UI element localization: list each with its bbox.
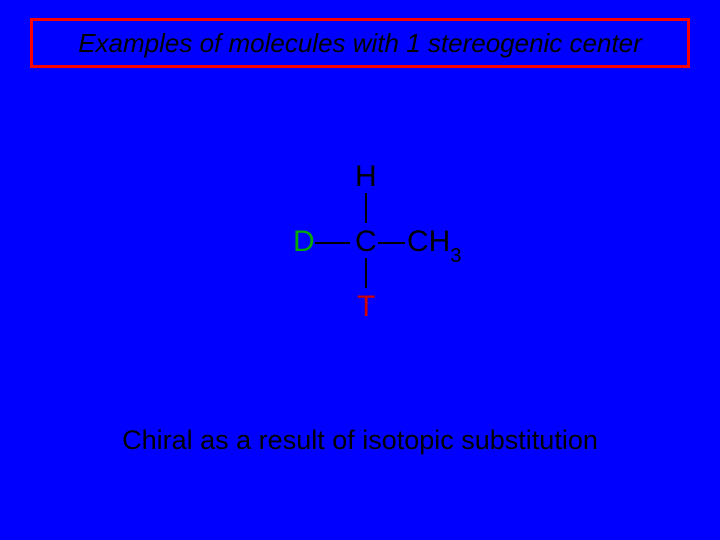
atom-label: CH [407, 225, 450, 258]
atom-methyl: CH3 [407, 225, 461, 264]
atom-hydrogen: H [355, 160, 377, 194]
atom-label: T [357, 290, 375, 323]
atom-tritium: T [357, 290, 375, 324]
atom-carbon-center: C [355, 225, 377, 259]
atom-label: C [355, 225, 377, 258]
title-box: Examples of molecules with 1 stereogenic… [30, 18, 690, 68]
bond-bottom [365, 258, 367, 288]
title-text: Examples of molecules with 1 stereogenic… [78, 28, 642, 59]
bond-top [365, 193, 367, 223]
bond-right [378, 242, 405, 244]
atom-subscript: 3 [450, 245, 461, 267]
molecule-diagram: H D C CH3 T [0, 160, 720, 360]
caption-text: Chiral as a result of isotopic substitut… [0, 425, 720, 456]
bond-left [315, 242, 350, 244]
atom-label: D [293, 225, 315, 258]
atom-deuterium: D [293, 225, 315, 259]
atom-label: H [355, 160, 377, 193]
